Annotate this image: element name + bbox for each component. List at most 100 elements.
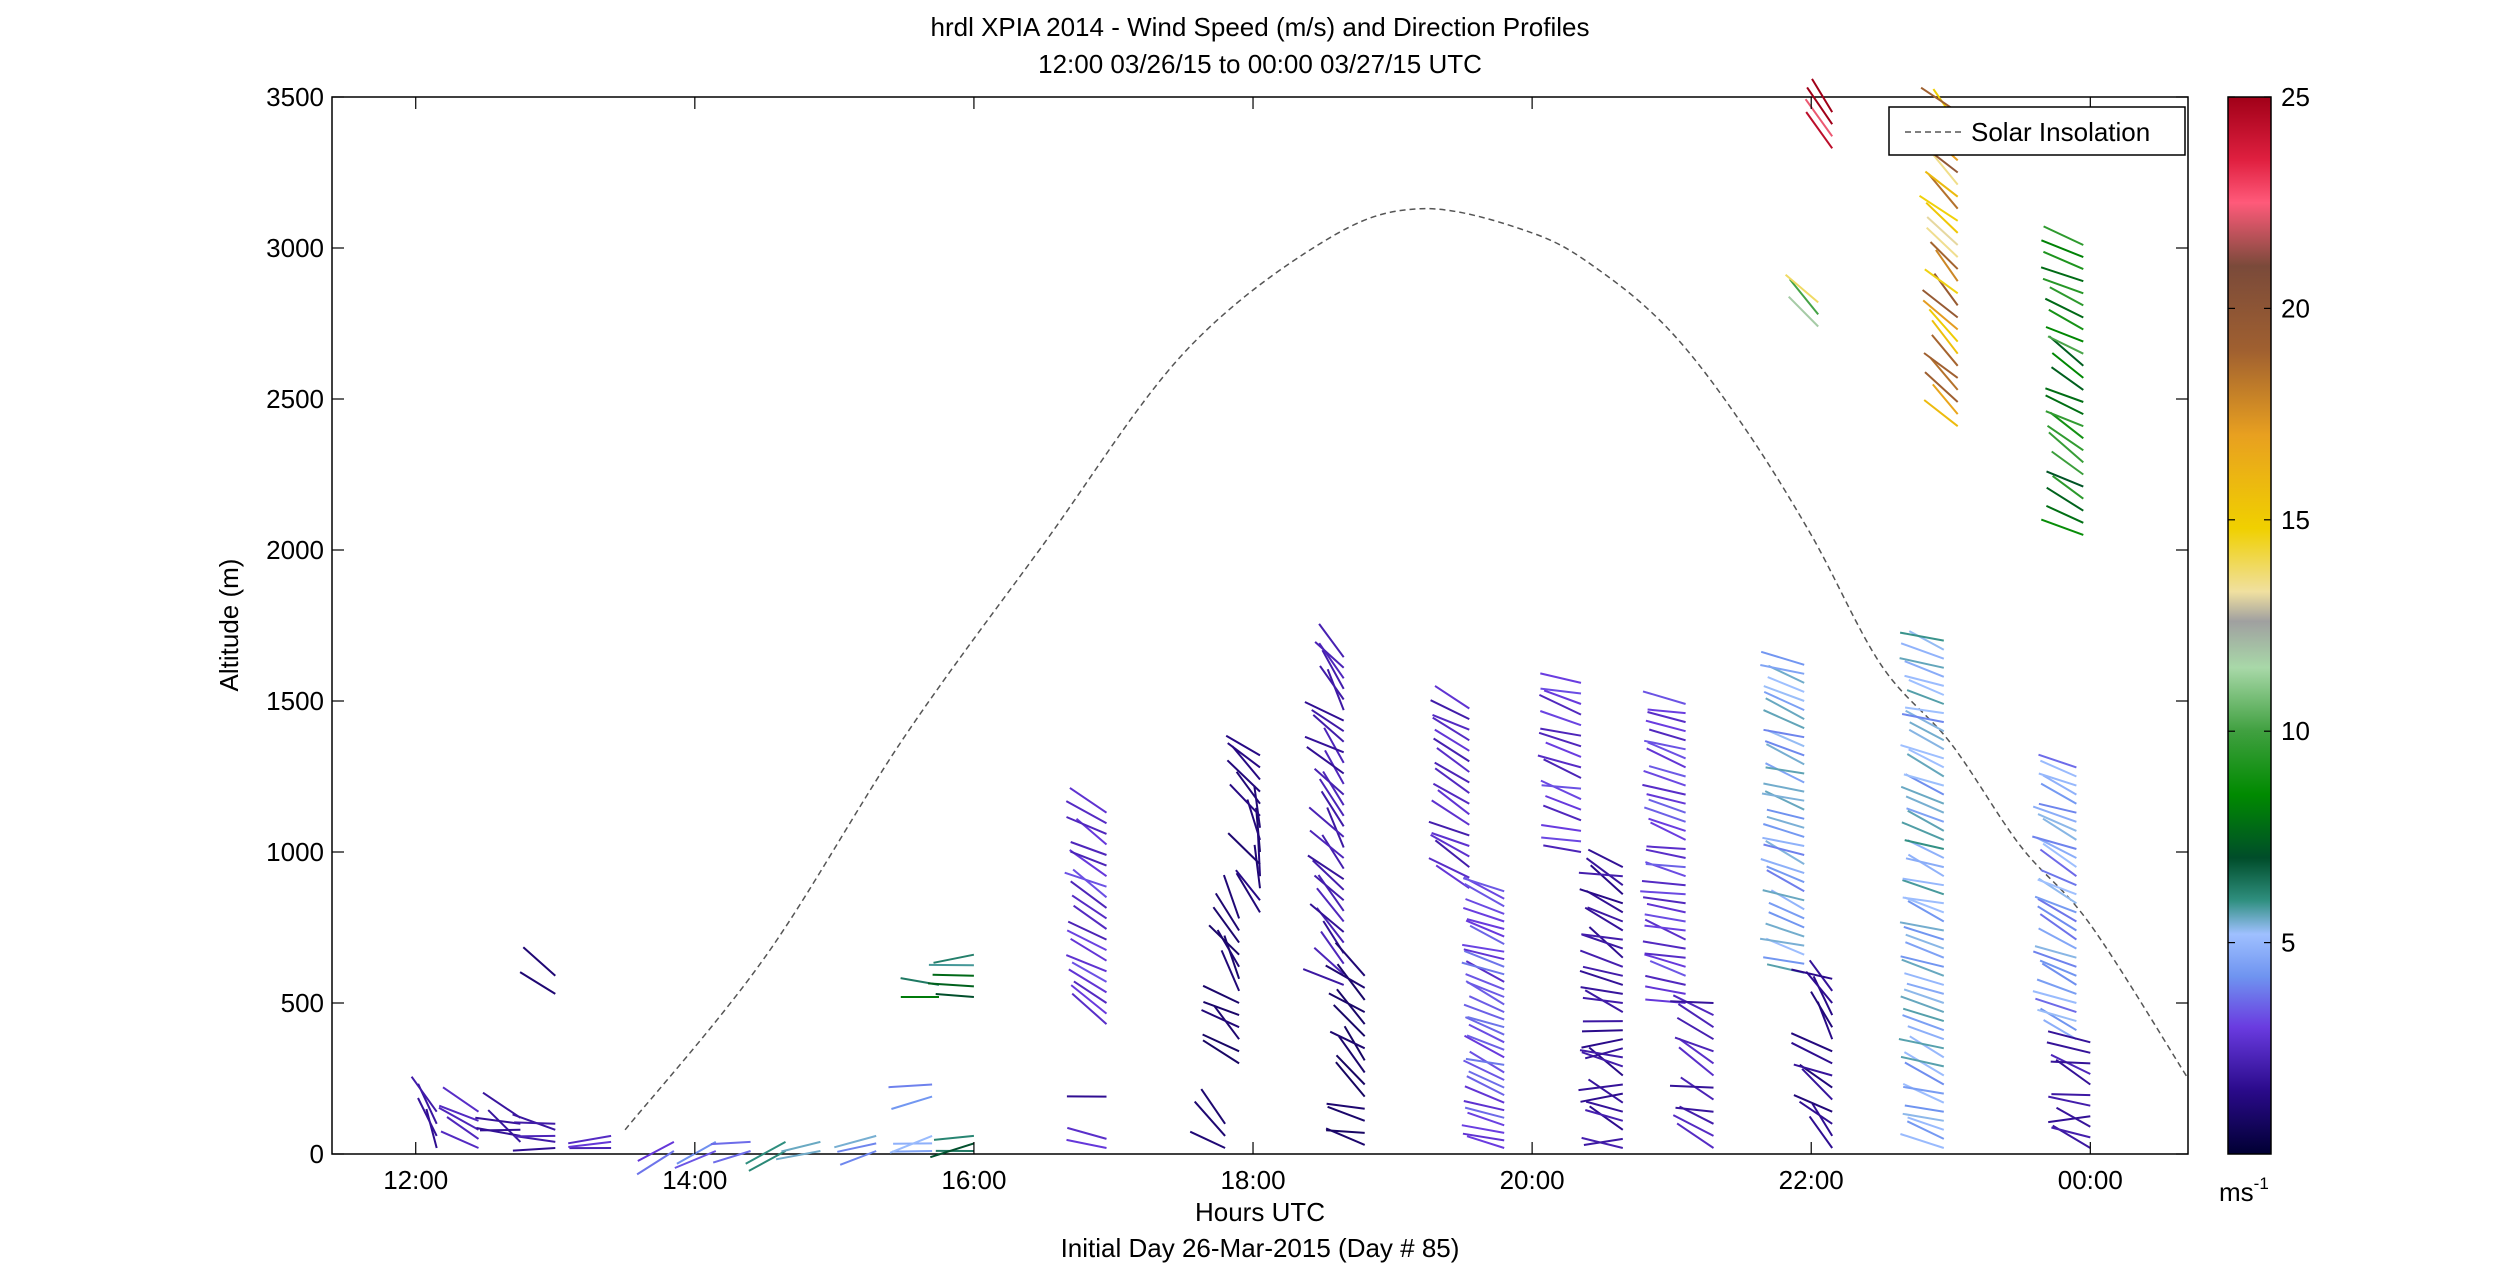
wind-barb (1899, 631, 1944, 642)
wind-barb (1676, 1016, 1715, 1041)
wind-barb (2039, 759, 2077, 778)
colorbar-unit: ms-1 (2219, 1174, 2269, 1207)
x-tick-label: 16:00 (941, 1165, 1006, 1195)
wind-barb (1430, 834, 1470, 858)
wind-barb (2041, 962, 2077, 986)
y-tick-label: 2000 (266, 535, 324, 565)
wind-barb (1312, 859, 1345, 891)
wind-barb (1467, 1111, 1505, 1127)
wind-barb (1931, 334, 1959, 367)
wind-barb (1763, 728, 1805, 739)
wind-barb (512, 1147, 556, 1152)
wind-barb (2039, 848, 2077, 878)
wind-barb (2040, 869, 2077, 887)
wind-barb (1464, 1016, 1505, 1036)
wind-barb (1584, 906, 1624, 932)
wind-barb (933, 953, 975, 964)
wind-barb (2034, 945, 2077, 959)
wind-barb (2049, 411, 2084, 440)
wind-barb (1322, 770, 1345, 806)
wind-barb (1908, 748, 1945, 769)
y-axis-label: Altitude (m) (214, 559, 244, 692)
wind-barb (1793, 1094, 1833, 1113)
y-tick-label: 3500 (266, 82, 324, 112)
x-ticks: 12:00 14:00 16:00 18:00 20:00 22:00 00:00 (383, 97, 2123, 1195)
y-tick-label: 3000 (266, 233, 324, 263)
wind-barb (2032, 805, 2077, 823)
wind-barb (1072, 868, 1108, 899)
wind-barb (1672, 994, 1714, 1016)
colorbar-tick-label: 25 (2281, 82, 2310, 112)
wind-barb (1335, 1061, 1366, 1098)
wind-barb (1905, 941, 1945, 959)
wind-barb (935, 993, 974, 998)
x-tick-label: 12:00 (383, 1165, 448, 1195)
wind-barb (1909, 1035, 1945, 1059)
y-tick-label: 0 (310, 1139, 324, 1169)
wind-barb (1924, 371, 1959, 403)
wind-barb (1902, 877, 1944, 887)
y-tick-label: 500 (281, 988, 324, 1018)
wind-barb (1067, 920, 1107, 941)
wind-barb (1326, 1102, 1365, 1110)
wind-barb (1645, 974, 1686, 986)
wind-barb (933, 1134, 974, 1141)
wind-barb (1314, 641, 1345, 669)
wind-barb (1898, 1038, 1945, 1050)
wind-barb (2042, 277, 2084, 295)
wind-barb (1253, 844, 1261, 889)
legend: Solar Insolation (1888, 106, 2186, 156)
wind-barb (1766, 865, 1805, 884)
wind-barb (2037, 878, 2077, 896)
wind-barb (1784, 273, 1819, 304)
wind-barb (1647, 708, 1686, 715)
wind-barb (892, 1150, 933, 1153)
wind-barb (2056, 1106, 2091, 1128)
wind-barb (1648, 765, 1686, 778)
wind-barb (1646, 747, 1687, 769)
wind-barb (1805, 970, 1833, 1004)
wind-barb (1642, 896, 1686, 905)
wind-barb (1903, 773, 1945, 787)
wind-barb (1811, 1102, 1834, 1137)
wind-barb (1202, 1039, 1240, 1065)
wind-barb (929, 1142, 975, 1159)
wind-barb (2037, 813, 2077, 832)
wind-barb (1590, 864, 1624, 896)
legend-box (1888, 106, 2186, 156)
wind-barb (1900, 1133, 1945, 1149)
wind-barb (1220, 950, 1241, 992)
wind-barb (1327, 1105, 1366, 1122)
wind-barb (781, 1140, 821, 1153)
wind-barb (1466, 1135, 1505, 1149)
colorbar-tick-label: 5 (2281, 928, 2295, 958)
wind-barb (1648, 798, 1686, 814)
wind-barb (1904, 1104, 1944, 1113)
wind-barb (1464, 1106, 1505, 1119)
wind-barb (2043, 250, 2084, 271)
wind-barb (1900, 955, 1945, 968)
wind-barb (1806, 86, 1834, 125)
wind-barb (2050, 1060, 2091, 1065)
wind-barb (438, 1104, 479, 1122)
wind-barb (1537, 754, 1582, 769)
wind-barb (1790, 1032, 1833, 1053)
wind-barb (1918, 194, 1959, 222)
wind-barb (1335, 1054, 1366, 1086)
wind-barb (1540, 727, 1582, 737)
wind-barb (1581, 1051, 1624, 1068)
wind-barb (1309, 829, 1345, 859)
colorbar-tick-label: 20 (2281, 293, 2310, 323)
wind-barb (1193, 1100, 1226, 1137)
wind-barb (1434, 761, 1470, 784)
wind-barb (1328, 992, 1366, 1013)
wind-barb (1318, 778, 1345, 817)
x-axis-label: Hours UTC (1195, 1197, 1325, 1227)
wind-barb (1070, 984, 1108, 1015)
y-tick-label: 2500 (266, 384, 324, 414)
wind-barb (1581, 933, 1623, 941)
wind-barb (1222, 874, 1241, 919)
wind-barb (2048, 1095, 2091, 1107)
wind-barb (1543, 844, 1582, 853)
